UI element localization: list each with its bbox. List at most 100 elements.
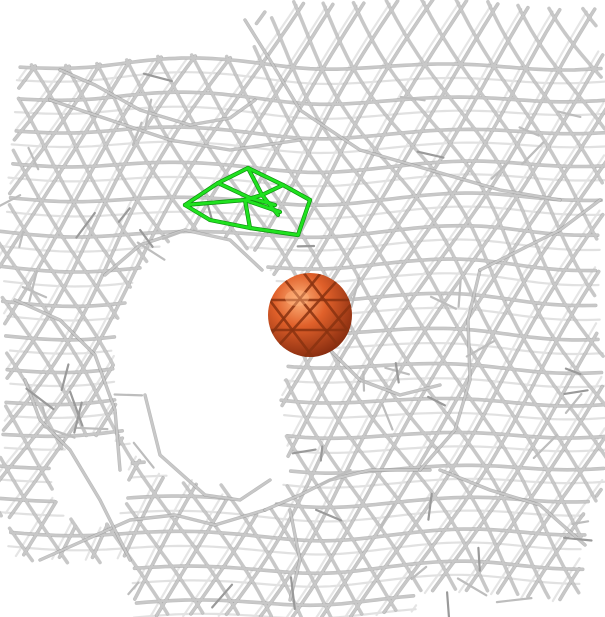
mesh-diagonal-b-line: [285, 435, 397, 612]
mesh-horizontal-line: [133, 560, 584, 575]
mesh-contour-ribbon: [243, 18, 562, 202]
mesh-cross-link: [563, 389, 589, 395]
mesh-diagonal-b-line: [0, 242, 240, 615]
mesh-diagonal-b-line: [286, 485, 363, 616]
mesh-diagonal-b-line: [270, 507, 332, 617]
mesh-diagonal-a-line: [285, 0, 468, 305]
ligand-bond: [208, 218, 252, 230]
mesh-diagonal-a-line: [383, 270, 600, 614]
mesh-cross-link: [139, 228, 154, 248]
mesh-contour-ribbon: [438, 468, 587, 547]
back-mesh-diagonal-line: [286, 10, 554, 447]
mesh-contour-ribbon: [288, 508, 302, 602]
mesh-horizontal-line: [11, 159, 605, 174]
ligand-bond: [246, 166, 264, 197]
mesh-cross-link: [206, 201, 213, 220]
mesh-contour-ribbon: [143, 393, 272, 502]
mesh-diagonal-b-line: [516, 4, 605, 130]
mesh-diagonal-b-line: [547, 7, 603, 79]
ligand-bond: [183, 198, 247, 207]
back-mesh-diagonal-line: [458, 375, 603, 594]
mesh-cross-link: [319, 445, 324, 462]
ligand-bond: [281, 183, 312, 202]
ligand-bond: [246, 166, 285, 187]
ligand-bond: [243, 193, 264, 202]
mesh-horizontal-line: [135, 594, 415, 607]
mesh-horizontal-line: [286, 431, 605, 440]
mesh-diagonal-b-line: [0, 511, 3, 517]
mesh-cross-link: [27, 146, 40, 171]
mesh-contour-ribbon-shadow: [143, 393, 272, 502]
back-mesh-diagonal-line: [410, 604, 418, 613]
mesh-diagonal-a-line: [127, 459, 141, 481]
back-mesh-horizontal-line: [119, 509, 585, 523]
back-mesh-horizontal-line: [13, 105, 605, 120]
mesh-diagonal-a-line: [58, 525, 77, 559]
mesh-cross-link: [465, 339, 496, 358]
mesh-cross-link: [127, 581, 140, 596]
mesh-diagonal-b-line: [8, 527, 34, 562]
ligand-bond: [248, 196, 277, 207]
mesh-diagonal-a-line: [190, 3, 334, 232]
metal-ion-highlight: [285, 290, 309, 306]
mesh-cross-link: [350, 276, 361, 308]
mesh-diagonal-b-line: [125, 502, 204, 614]
mesh-diagonal-b-line: [454, 0, 598, 241]
mesh-cross-link: [477, 546, 481, 572]
mesh-diagonal-a-line: [320, 161, 605, 617]
mesh-diagonal-a-line: [349, 213, 604, 617]
back-mesh-diagonal-line: [269, 0, 427, 272]
ligand-bond: [296, 198, 312, 237]
mesh-cross-link: [315, 508, 343, 522]
mesh-cross-link: [75, 211, 96, 239]
mesh-diagonal-b-line: [270, 16, 583, 539]
mesh-diagonal-b-line: [352, 1, 605, 407]
ligand-bond: [248, 226, 300, 237]
back-mesh-diagonal-line: [92, 400, 114, 433]
back-mesh-horizontal-line: [7, 411, 117, 419]
mesh-cross-link: [291, 448, 317, 455]
mesh-cross-link: [69, 390, 84, 427]
mesh-diagonal-a-line: [255, 10, 266, 25]
mesh-cross-link: [21, 286, 48, 299]
mesh-contour-ribbon: [23, 378, 132, 562]
metal-ion-sphere: [268, 273, 352, 357]
mesh-cross-link: [457, 279, 462, 308]
mesh-contour-ribbon: [13, 298, 122, 472]
mesh-cross-link: [427, 395, 446, 407]
mesh-diagonal-b-line: [225, 55, 550, 599]
back-mesh-diagonal-line: [217, 10, 588, 617]
back-mesh-horizontal-line: [8, 349, 113, 355]
mesh-diagonal-a-line: [6, 54, 197, 380]
mesh-cross-link: [379, 503, 395, 529]
atom-mesh-line: [268, 288, 317, 357]
mesh-horizontal-line: [6, 367, 114, 374]
mesh-cross-link: [410, 565, 428, 581]
mesh-diagonal-b-line: [17, 97, 132, 289]
mesh-cross-link: [557, 110, 582, 119]
mesh-cross-link: [132, 441, 155, 469]
mesh-diagonal-b-line: [0, 456, 69, 564]
back-mesh-diagonal-line: [375, 266, 597, 617]
mesh-diagonal-a-line: [259, 53, 604, 617]
mesh-diagonal-a-line: [189, 513, 258, 616]
mesh-cross-link: [211, 583, 234, 609]
mesh-cross-link: [399, 95, 426, 102]
back-mesh-horizontal-line: [128, 474, 168, 479]
mesh-cross-link: [571, 520, 590, 526]
back-mesh-horizontal-line: [0, 478, 53, 484]
mesh-contour-ribbon: [418, 268, 482, 472]
atom-mesh-line: [298, 273, 352, 342]
mesh-diagonal-a-line: [526, 512, 585, 598]
mesh-diagonal-a-line: [496, 436, 605, 594]
mesh-diagonal-a-line: [558, 567, 581, 601]
mesh-horizontal-line: [280, 397, 605, 408]
metal-ion-mesh-overlay: [268, 273, 352, 357]
mesh-cross-link: [562, 536, 593, 542]
mesh-diagonal-a-line: [17, 64, 37, 90]
mesh-diagonal-b-line: [190, 53, 519, 596]
back-mesh-diagonal-line: [18, 66, 29, 80]
mesh-diagonal-b-line: [8, 203, 115, 366]
